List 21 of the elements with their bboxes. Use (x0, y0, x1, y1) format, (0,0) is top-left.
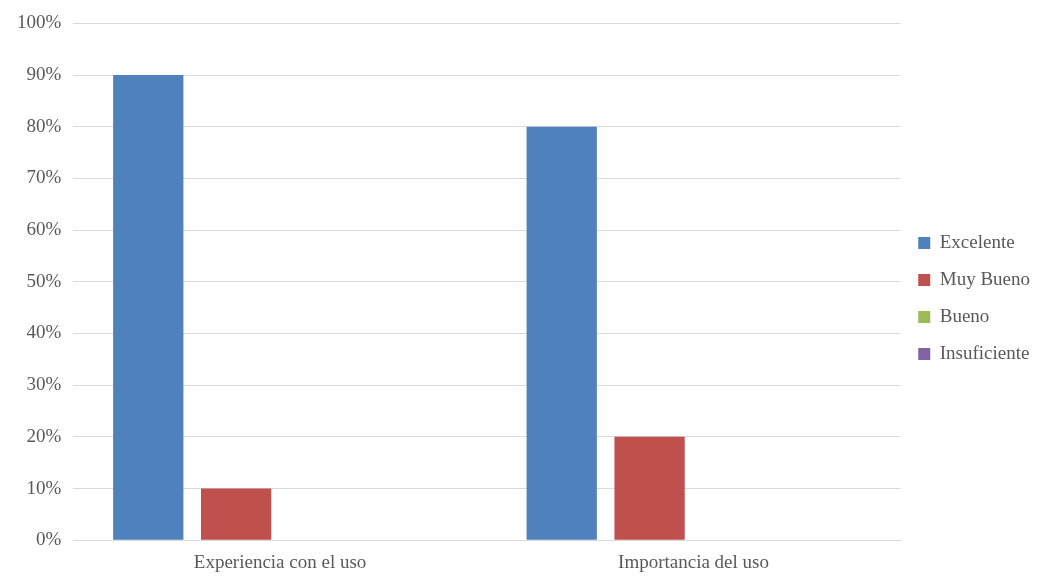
y-tick-label: 80% (26, 114, 62, 136)
legend-label: Excelente (939, 230, 1015, 252)
legend-label: Muy Bueno (939, 267, 1030, 289)
y-tick-label: 20% (26, 424, 62, 446)
bar (200, 488, 272, 540)
y-tick-label: 40% (26, 321, 62, 343)
y-tick-label: 30% (26, 373, 62, 395)
y-tick-label: 60% (26, 218, 62, 240)
y-tick-label: 50% (26, 269, 62, 291)
y-tick-label: 10% (26, 476, 62, 498)
bar (614, 436, 685, 540)
legend-label: Bueno (939, 304, 990, 326)
legend-label: Insuficiente (939, 341, 1030, 363)
y-tick-label: 70% (26, 166, 62, 188)
y-tick-label: 0% (36, 528, 62, 550)
bar (113, 75, 184, 540)
x-tick-label: Importancia del uso (618, 550, 769, 572)
x-tick-label: Experiencia con el uso (193, 550, 367, 572)
y-tick-label: 100% (17, 11, 62, 33)
y-tick-label: 90% (26, 63, 62, 85)
bar (526, 126, 597, 540)
